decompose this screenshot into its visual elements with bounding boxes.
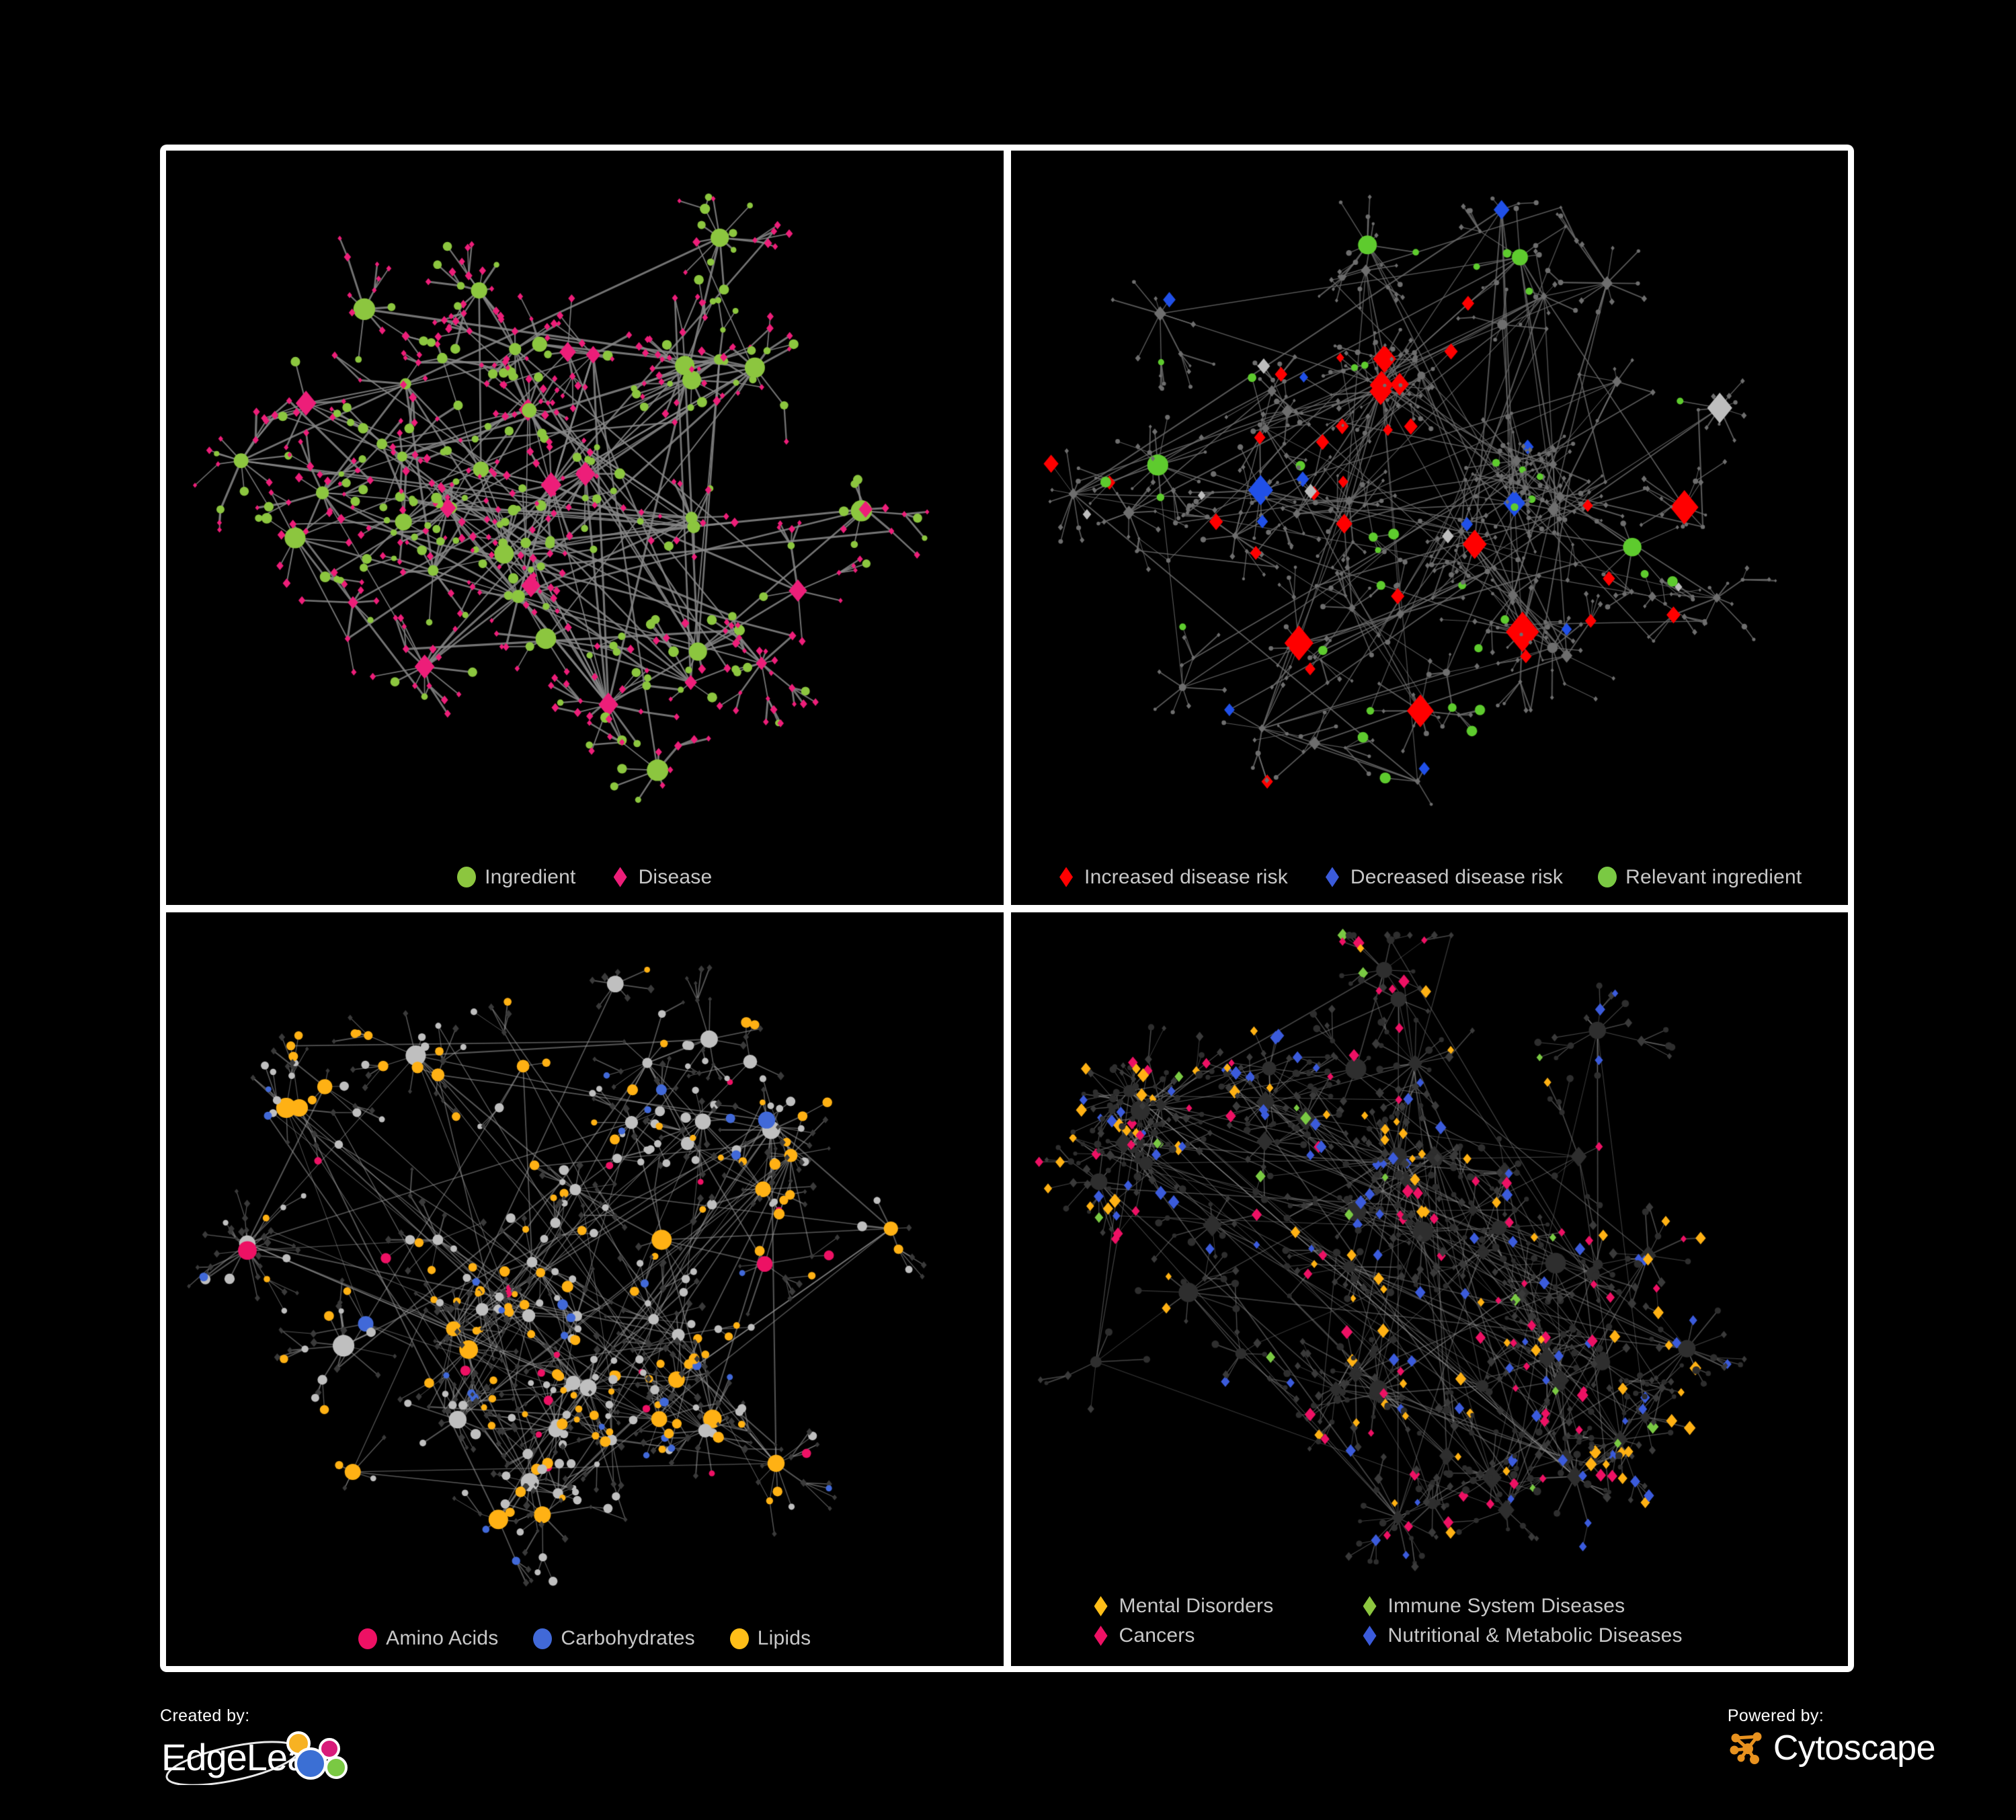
legend-disease-category: Mental Disorders Immune System Diseases … [1011,1595,1849,1647]
legend-label-amino-acids: Amino Acids [386,1627,499,1649]
legend-ingredient-disease: Ingredient Disease [166,866,1004,889]
brand-created-by: Created by: EdgeLeap [160,1706,362,1785]
created-by-kicker: Created by: [160,1706,250,1725]
mental-disorders-diamond-icon [1094,1596,1108,1616]
cytoscape-logo-icon [1730,1732,1762,1764]
legend-item-increased-risk[interactable]: Increased disease risk [1057,866,1288,889]
legend-item-mental-disorders[interactable]: Mental Disorders [1092,1595,1361,1618]
panel-grid: Ingredient Disease Increased disease ris… [160,145,1854,1672]
panel-nutrient-class-network[interactable]: Amino Acids Carbohydrates Lipids [166,912,1004,1666]
cancers-diamond-icon [1094,1626,1108,1646]
legend-item-nutritional-metabolic-diseases[interactable]: Nutritional & Metabolic Diseases [1361,1624,1683,1647]
legend-label-cancers: Cancers [1119,1624,1195,1647]
panel-disease-risk-network[interactable]: Increased disease risk Decreased disease… [1010,151,1849,905]
nutritional-metabolic-diamond-icon [1363,1626,1377,1646]
panel-disease-category-network[interactable]: Mental Disorders Immune System Diseases … [1010,912,1849,1666]
carbohydrates-circle-icon [533,1628,553,1649]
legend-label-relevant-ingredient: Relevant ingredient [1625,865,1802,888]
panel-ingredient-disease-network[interactable]: Ingredient Disease [166,151,1004,905]
ingredient-circle-icon [457,867,477,887]
network-canvas-disease-risk [1010,151,1848,905]
network-canvas-ingredient-disease [166,151,1004,905]
decreased-risk-diamond-icon [1325,867,1339,887]
legend-item-decreased-risk[interactable]: Decreased disease risk [1323,866,1563,889]
legend-label-lipids: Lipids [757,1627,811,1649]
network-canvas-disease-category [1010,912,1848,1666]
legend-item-carbohydrates[interactable]: Carbohydrates [533,1627,695,1650]
legend-item-ingredient[interactable]: Ingredient [457,866,575,889]
legend-item-relevant-ingredient[interactable]: Relevant ingredient [1598,866,1802,889]
disease-diamond-icon [613,867,627,887]
legend-item-cancers[interactable]: Cancers [1092,1624,1361,1647]
legend-disease-risk: Increased disease risk Decreased disease… [1011,866,1849,889]
edgeleap-logo-icon: EdgeLeap [161,1731,348,1785]
network-canvas-nutrient-class [166,912,1004,1666]
powered-by-kicker: Powered by: [1727,1706,1824,1725]
legend-label-immune-system-diseases: Immune System Diseases [1387,1595,1625,1617]
legend-label-mental-disorders: Mental Disorders [1119,1595,1274,1617]
brand-powered-by: Powered by: Cytoscape [1727,1706,1936,1768]
legend-label-nutritional-metabolic-diseases: Nutritional & Metabolic Diseases [1387,1624,1683,1647]
legend-label-disease: Disease [638,865,713,888]
lipids-circle-icon [729,1628,749,1649]
legend-nutrient-class: Amino Acids Carbohydrates Lipids [166,1627,1004,1650]
immune-system-diamond-icon [1363,1596,1377,1616]
legend-label-ingredient: Ingredient [485,865,576,888]
legend-item-immune-system-diseases[interactable]: Immune System Diseases [1361,1595,1629,1618]
legend-label-decreased-risk: Decreased disease risk [1350,865,1564,888]
legend-item-lipids[interactable]: Lipids [729,1627,811,1650]
legend-item-amino-acids[interactable]: Amino Acids [358,1627,498,1650]
legend-label-carbohydrates: Carbohydrates [561,1627,695,1649]
increased-risk-diamond-icon [1059,867,1074,887]
relevant-ingredient-circle-icon [1598,867,1617,887]
legend-item-disease[interactable]: Disease [611,866,713,889]
amino-acids-circle-icon [358,1628,378,1649]
cytoscape-wordmark: Cytoscape [1773,1729,1936,1768]
legend-label-increased-risk: Increased disease risk [1084,865,1288,888]
